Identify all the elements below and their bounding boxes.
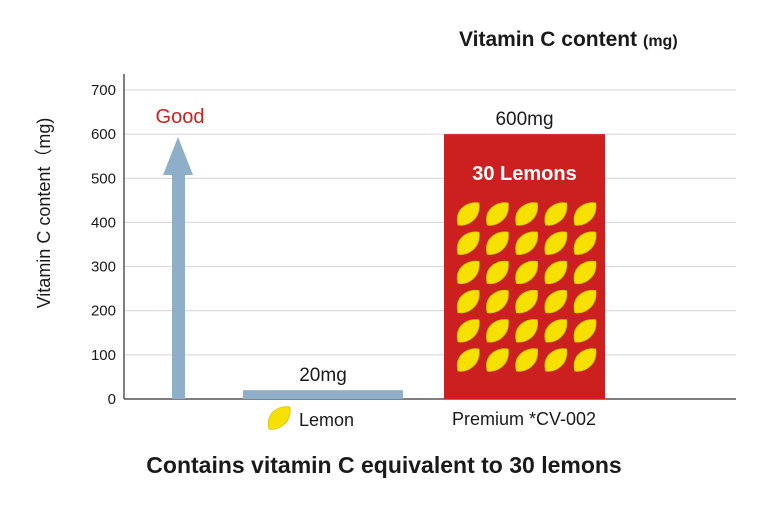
- bar-labels: 20mg 600mg 30 Lemons Lemon Premium *CV-002: [267, 109, 596, 430]
- y-tick-labels: 0 100 200 300 400 500 600 700: [91, 82, 116, 408]
- bar-lemon: [243, 390, 403, 399]
- chart-title: Vitamin C content (mg): [459, 28, 678, 52]
- y-tick-label: 400: [91, 214, 116, 231]
- y-tick-label: 500: [91, 170, 116, 187]
- category-label-premium: Premium *CV-002: [452, 409, 596, 429]
- good-label: Good: [156, 106, 205, 128]
- bars: [243, 134, 605, 399]
- gridlines: [124, 89, 736, 356]
- good-annotation: Good: [156, 106, 205, 399]
- y-axis-label-text: Vitamin C content（mg): [34, 117, 54, 309]
- bottom-caption: Contains vitamin C equivalent to 30 lemo…: [146, 452, 622, 478]
- arrow-up-icon: [163, 137, 193, 175]
- lemon-icon: [267, 406, 291, 430]
- y-tick-label: 0: [108, 391, 116, 408]
- y-tick-label: 700: [91, 82, 116, 99]
- chart-title-text: Vitamin C content: [459, 28, 638, 51]
- axes: [123, 74, 736, 400]
- y-tick-label: 600: [91, 126, 116, 143]
- value-label: 20mg: [299, 365, 347, 386]
- category-label-lemon: Lemon: [299, 410, 354, 430]
- bar-inner-label: 30 Lemons: [472, 163, 576, 185]
- y-tick-label: 200: [91, 303, 116, 320]
- y-tick-label: 100: [91, 347, 116, 364]
- y-tick-label: 300: [91, 259, 116, 276]
- chart-title-unit: (mg): [642, 33, 678, 50]
- good-arrow-shaft: [172, 173, 185, 399]
- value-label: 600mg: [495, 109, 553, 130]
